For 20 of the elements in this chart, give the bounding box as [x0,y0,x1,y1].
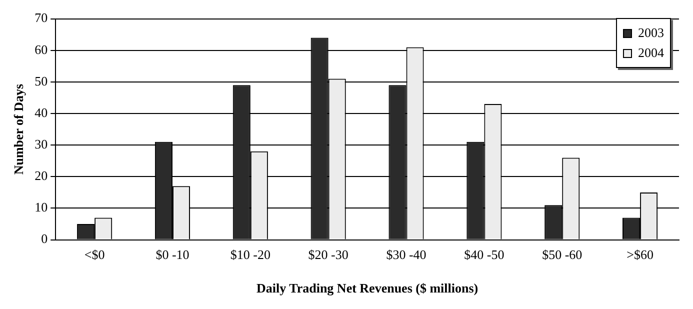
x-tick-label: >$60 [626,247,654,262]
y-tick-label: 40 [34,104,48,120]
x-axis-title: Daily Trading Net Revenues ($ millions) [256,280,478,296]
x-tick-label: <$0 [84,247,105,262]
y-tick-label: 50 [34,73,48,88]
legend-label: 2004 [638,45,664,61]
x-tick-label: $0 -10 [156,247,190,262]
x-tick-label: $50 -60 [542,247,582,262]
y-tick-label: 30 [34,136,48,152]
legend-label: 2003 [638,25,664,41]
y-tick-label: 10 [34,200,48,215]
y-tick-label: 70 [34,10,48,26]
x-tick-label: $10 -20 [230,247,270,262]
x-tick-label: $40 -50 [464,247,504,262]
y-tick-label: 60 [34,42,48,57]
y-tick-label: 20 [34,168,48,184]
x-tick-label: $30 -40 [386,247,426,262]
y-axis-title: Number of Days [11,84,26,175]
y-tick-label: 0 [41,231,48,246]
x-tick-label: $20 -30 [308,247,348,262]
